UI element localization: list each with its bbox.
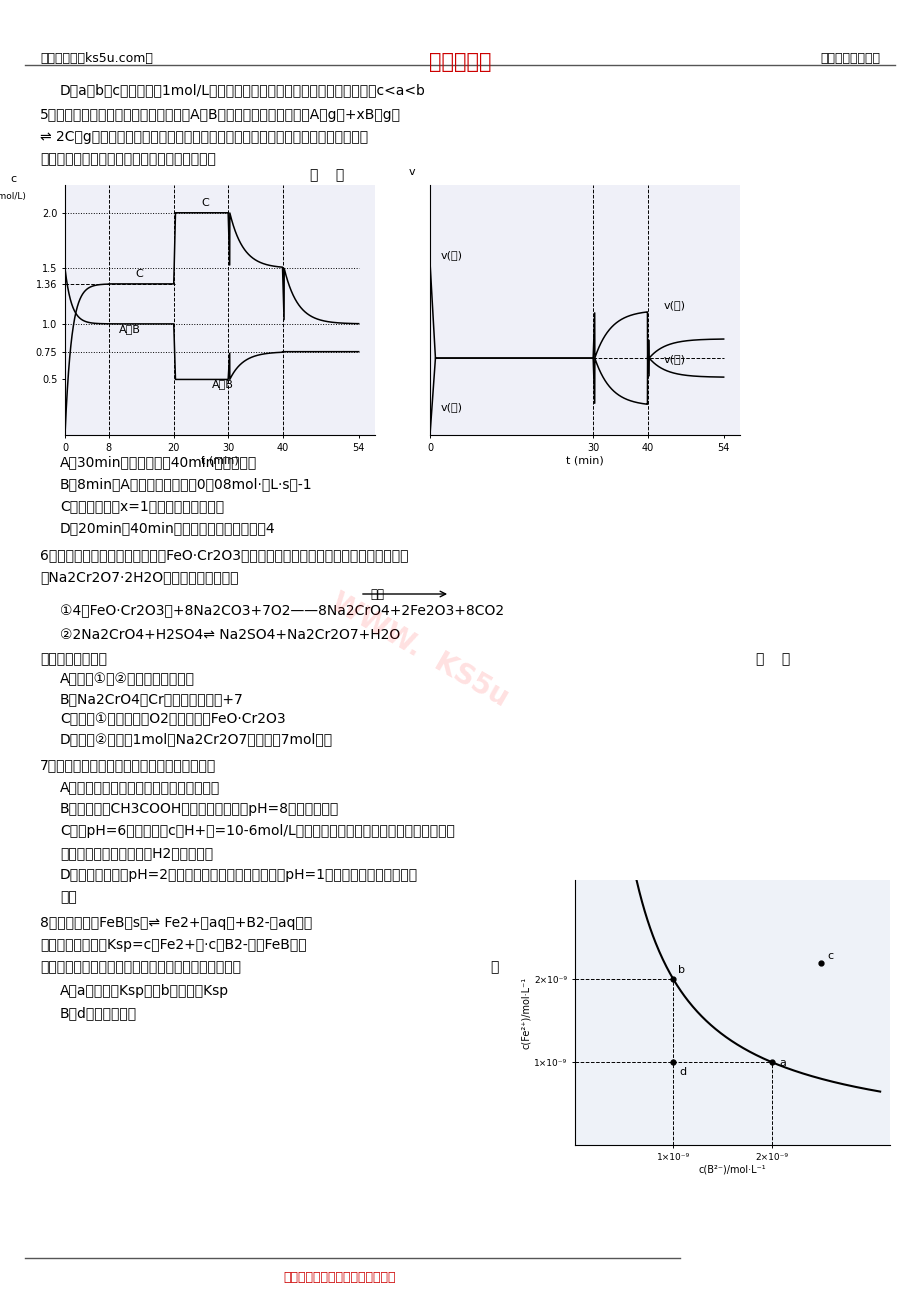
- Text: 高考资源网（ks5u.com）: 高考资源网（ks5u.com）: [40, 52, 153, 65]
- Text: c: c: [11, 173, 17, 184]
- Text: v: v: [408, 168, 414, 177]
- Text: 5．某密闭容器中充入等物质的量的气体A和B，一定温度下发生反应：A（g）+xB（g）: 5．某密闭容器中充入等物质的量的气体A和B，一定温度下发生反应：A（g）+xB（…: [40, 108, 401, 122]
- Text: (mol/L): (mol/L): [0, 193, 26, 202]
- Text: A、B: A、B: [211, 379, 233, 389]
- Text: 平衡常数表达式为Ksp=c（Fe2+）·c（B2-），FeB在水: 平衡常数表达式为Ksp=c（Fe2+）·c（B2-），FeB在水: [40, 937, 306, 952]
- Text: C: C: [136, 270, 143, 279]
- Text: A．盐溶液的浓度越大，盐的水解程度越大: A．盐溶液的浓度越大，盐的水解程度越大: [60, 780, 220, 794]
- Text: D．相同温度下，pH=2的氯化铁溶液中水的电离程度比pH=1的硫酸溶液中水的电离程: D．相同温度下，pH=2的氯化铁溶液中水的电离程度比pH=1的硫酸溶液中水的电离…: [60, 868, 417, 881]
- Text: v(正): v(正): [664, 299, 685, 310]
- Text: c: c: [826, 950, 833, 961]
- Text: B．室温下，CH3COOH分子不可能存在于pH=8的碱性溶液中: B．室温下，CH3COOH分子不可能存在于pH=8的碱性溶液中: [60, 802, 339, 816]
- Text: C: C: [200, 198, 209, 208]
- Text: ②2Na2CrO4+H2SO4⇌ Na2SO4+Na2Cr2O7+H2O: ②2Na2CrO4+H2SO4⇌ Na2SO4+Na2Cr2O7+H2O: [60, 628, 400, 642]
- Text: ⇌ 2C（g），达到平衡后，只改变反应的一个条件，测得容器中物质的浓度、反应速: ⇌ 2C（g），达到平衡后，只改变反应的一个条件，测得容器中物质的浓度、反应速: [40, 130, 368, 145]
- Text: D．反应②中生成1mol的Na2Cr2O7时共转移7mol电子: D．反应②中生成1mol的Na2Cr2O7时共转移7mol电子: [60, 732, 333, 746]
- Text: 度大: 度大: [60, 891, 76, 904]
- X-axis label: c(B²⁻)/mol·L⁻¹: c(B²⁻)/mol·L⁻¹: [698, 1164, 766, 1174]
- Y-axis label: c(Fe²⁺)/mol·L⁻¹: c(Fe²⁺)/mol·L⁻¹: [521, 976, 531, 1048]
- X-axis label: t (min): t (min): [565, 456, 603, 465]
- Text: A．30min时降低温度，40min时升高温度: A．30min时降低温度，40min时升高温度: [60, 454, 257, 469]
- Text: 高考资源网: 高考资源网: [428, 52, 491, 72]
- Text: 6．工业上以铬铁矿（主要成分为FeO·Cr2O3）、碳酸钠、氧气和硫酸为原料生产重铬酸钠: 6．工业上以铬铁矿（主要成分为FeO·Cr2O3）、碳酸钠、氧气和硫酸为原料生产…: [40, 548, 408, 562]
- Text: C．反应式中的x=1，正反应为吸热反应: C．反应式中的x=1，正反应为吸热反应: [60, 499, 224, 513]
- Text: b: b: [677, 965, 685, 975]
- Text: D．20min～40min间该反应的平衡常数均为4: D．20min～40min间该反应的平衡常数均为4: [60, 521, 276, 535]
- Text: A．反应①和②均为氧化还原反应: A．反应①和②均为氧化还原反应: [60, 672, 195, 686]
- Text: ①4（FeO·Cr2O3）+8Na2CO3+7O2——8Na2CrO4+2Fe2O3+8CO2: ①4（FeO·Cr2O3）+8Na2CO3+7O2——8Na2CrO4+2Fe2…: [60, 604, 504, 618]
- Text: 高温: 高温: [369, 589, 383, 602]
- Text: d: d: [678, 1066, 686, 1077]
- Text: 高考资源网版权所有，侵权必究！: 高考资源网版权所有，侵权必究！: [283, 1271, 396, 1284]
- Text: B．Na2CrO4中Cr元素的化合价为+7: B．Na2CrO4中Cr元素的化合价为+7: [60, 691, 244, 706]
- Text: 率随时间变化的如下图所示。下列说法中正确是: 率随时间变化的如下图所示。下列说法中正确是: [40, 152, 216, 165]
- Text: ）: ）: [490, 960, 498, 974]
- Text: a: a: [779, 1059, 786, 1069]
- Text: WWW.  KS5u: WWW. KS5u: [326, 587, 513, 712]
- Text: （    ）: （ ）: [754, 652, 789, 667]
- Text: B．8min前A的平均反应速率为0．08mol·（L·s）-1: B．8min前A的平均反应速率为0．08mol·（L·s）-1: [60, 477, 312, 491]
- Text: v(正): v(正): [440, 250, 462, 260]
- Text: A、B: A、B: [119, 324, 142, 333]
- Text: 钠，反应刚开始时，产生H2的速率相同: 钠，反应刚开始时，产生H2的速率相同: [60, 846, 213, 861]
- Text: （    ）: （ ）: [310, 168, 344, 182]
- Text: 下列说法正确的是: 下列说法正确的是: [40, 652, 107, 667]
- Text: v(逆): v(逆): [440, 402, 462, 411]
- Text: D．a、b、c三点溶液用1mol/L氢氧化钠溶液中和，消耗氢氧化钠溶液体积：c<a<b: D．a、b、c三点溶液用1mol/L氢氧化钠溶液中和，消耗氢氧化钠溶液体积：c<…: [60, 83, 425, 98]
- Text: v(逆): v(逆): [664, 354, 685, 365]
- Text: 7．下列有关电解质溶液的分析、判断正确的是: 7．下列有关电解质溶液的分析、判断正确的是: [40, 758, 216, 772]
- Text: 8．某温度下，FeB（s）⇌ Fe2+（aq）+B2-（aq）的: 8．某温度下，FeB（s）⇌ Fe2+（aq）+B2-（aq）的: [40, 917, 312, 930]
- Text: （Na2Cr2O7·2H2O），其主要反应为：: （Na2Cr2O7·2H2O），其主要反应为：: [40, 570, 238, 585]
- Text: 您身边的高考专家: 您身边的高考专家: [819, 52, 879, 65]
- Text: C．向pH=6的蒸馏水和c（H+）=10-6mol/L的稀盐酸中分别投入大小和形状相同的金属: C．向pH=6的蒸馏水和c（H+）=10-6mol/L的稀盐酸中分别投入大小和形…: [60, 824, 454, 838]
- Text: 中的沉淀溶解平衡曲线如图所示。下列说法错误的是（: 中的沉淀溶解平衡曲线如图所示。下列说法错误的是（: [40, 960, 241, 974]
- Text: B．d点无沉淀生成: B．d点无沉淀生成: [60, 1006, 137, 1019]
- X-axis label: t (min): t (min): [201, 456, 239, 465]
- Text: A．a点对应的Ksp等于b点对应的Ksp: A．a点对应的Ksp等于b点对应的Ksp: [60, 984, 229, 999]
- Text: C．反应①的氧化剂是O2，还原剂是FeO·Cr2O3: C．反应①的氧化剂是O2，还原剂是FeO·Cr2O3: [60, 712, 285, 727]
